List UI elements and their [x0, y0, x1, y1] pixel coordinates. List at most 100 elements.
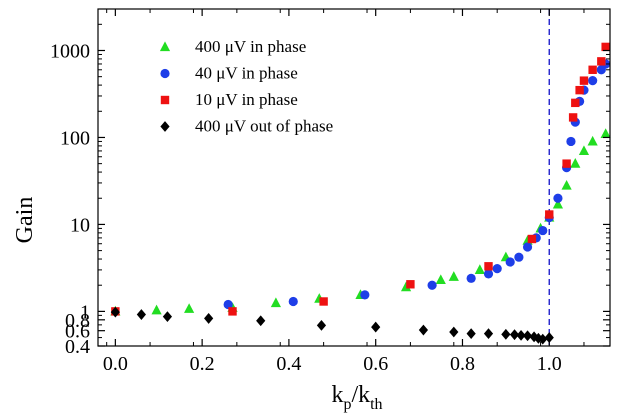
data-point-triangle [474, 264, 485, 274]
data-point-diamond [538, 333, 548, 345]
data-point-circle [427, 280, 437, 290]
legend-item: 400 μV in phase [159, 37, 306, 56]
data-point-square [527, 234, 537, 244]
data-point-diamond [162, 311, 173, 323]
x-tick-label: 0.0 [103, 353, 128, 375]
data-point-circle [360, 290, 370, 300]
legend-marker-diamond [160, 121, 170, 132]
data-point-square [228, 307, 237, 316]
legend-marker-triangle [159, 41, 171, 52]
data-point-square [319, 297, 328, 306]
data-point-square [579, 76, 589, 85]
y-tick-label: 100 [60, 127, 90, 149]
data-point-diamond [371, 321, 381, 333]
data-point-circle [522, 242, 533, 252]
data-point-circle [483, 269, 494, 279]
data-point-square [568, 113, 578, 122]
data-point-square [597, 57, 606, 66]
data-point-triangle [600, 128, 611, 138]
data-point-triangle [561, 179, 572, 190]
data-point-triangle [552, 198, 564, 209]
data-point-circle [566, 136, 576, 147]
x-tick-label: 1.0 [537, 353, 562, 375]
y-tick-label: 1000 [50, 40, 90, 62]
y-tick-label: 10 [70, 214, 90, 236]
data-point-diamond [256, 315, 266, 327]
data-point-diamond [418, 324, 429, 336]
data-point-circle [466, 273, 476, 283]
data-point-square [588, 65, 597, 74]
data-point-diamond [136, 309, 146, 320]
data-point-square [601, 42, 610, 52]
data-point-square [562, 159, 571, 168]
legend-label: 400 μV out of phase [195, 117, 333, 136]
y-axis-title: Gain [12, 197, 38, 244]
plot-frame [97, 8, 611, 347]
series-diamond [110, 306, 554, 345]
data-point-circle [538, 225, 548, 236]
legend-label: 400 μV in phase [195, 37, 306, 56]
data-point-diamond [466, 328, 476, 340]
data-point-triangle [184, 303, 195, 313]
y-tick-label: 0.8 [65, 310, 90, 332]
data-point-triangle [435, 274, 446, 285]
data-point-square [575, 85, 584, 95]
data-point-triangle [151, 304, 162, 315]
data-point-triangle [570, 158, 581, 168]
data-point-diamond [449, 326, 459, 338]
y-tick-label: 1 [80, 301, 90, 323]
y-tick-label: 0.4 [65, 336, 90, 358]
legend: 400 μV in phase 40 μV in phase 10 μV in ph… [159, 37, 333, 136]
series-triangle [110, 128, 611, 316]
data-point-diamond [529, 331, 539, 343]
legend-label: 10 μV in phase [195, 90, 298, 109]
data-point-triangle [448, 271, 459, 281]
data-point-diamond [110, 306, 120, 318]
data-point-diamond [501, 328, 511, 340]
data-point-triangle [587, 135, 598, 146]
legend-item: 40 μV in phase [160, 64, 298, 83]
legend-marker-square [160, 95, 170, 105]
data-point-diamond [204, 313, 214, 324]
legend-item: 10 μV in phase [160, 90, 298, 109]
data-point-square [571, 98, 580, 108]
data-point-square [545, 210, 554, 219]
data-point-square [484, 262, 493, 271]
data-point-circle [553, 193, 563, 203]
x-axis-title-slash: / [351, 382, 358, 408]
legend-item: 400 μV out of phase [160, 117, 333, 136]
y-tick-label: 0.6 [65, 321, 90, 343]
data-point-square [406, 280, 415, 289]
x-tick-label: 0.2 [190, 353, 215, 375]
x-tick-label: 0.6 [363, 353, 388, 375]
x-axis-title: kp/kth [331, 382, 382, 413]
data-point-circle [223, 299, 233, 310]
data-point-diamond [316, 320, 327, 331]
data-point-triangle [400, 281, 412, 292]
data-point-triangle [270, 297, 281, 308]
x-axis-title-k1: k [331, 382, 343, 408]
data-point-circle [588, 76, 598, 86]
data-point-diamond [509, 329, 520, 341]
x-tick-label: 0.4 [276, 353, 301, 375]
data-points-layer [110, 42, 611, 345]
data-point-diamond [483, 328, 494, 340]
data-point-diamond [544, 332, 554, 343]
data-point-diamond [516, 329, 526, 341]
series-circle [223, 59, 611, 310]
data-point-circle [514, 252, 524, 262]
data-point-circle [492, 264, 502, 274]
x-axis-title-k2: k [358, 382, 370, 408]
x-axis-title-sub-p: p [343, 396, 351, 413]
series-square [111, 42, 610, 316]
legend-marker-circle [160, 68, 170, 79]
data-point-diamond [522, 330, 533, 342]
x-tick-label: 0.8 [450, 353, 475, 375]
data-point-circle [288, 296, 298, 307]
data-point-circle [505, 257, 515, 267]
data-point-triangle [578, 145, 590, 156]
x-axis-title-sub-th: th [370, 396, 382, 413]
legend-label: 40 μV in phase [195, 64, 298, 83]
